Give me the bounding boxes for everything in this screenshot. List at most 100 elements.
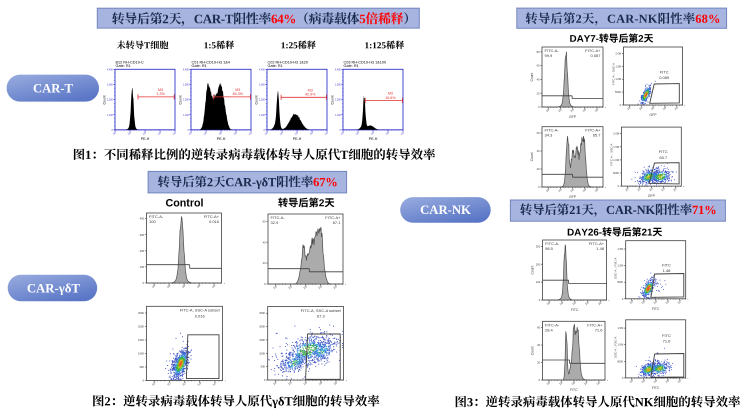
svg-text:M3: M3	[235, 88, 240, 92]
svg-text:10²: 10²	[653, 299, 659, 305]
svg-text:GFP: GFP	[569, 115, 577, 119]
svg-text:10⁰: 10⁰	[272, 380, 279, 386]
svg-text:10⁴: 10⁴	[677, 378, 684, 384]
svg-text:M3: M3	[158, 88, 163, 92]
svg-text:10⁰: 10⁰	[264, 130, 270, 136]
svg-text:0: 0	[620, 103, 622, 107]
svg-text:0: 0	[538, 185, 540, 189]
svg-text:100K: 100K	[259, 351, 265, 355]
svg-text:FITC-A :: SSC-A: FITC-A :: SSC-A	[609, 144, 613, 166]
svg-text:1,100: 1,100	[335, 115, 341, 117]
svg-text:10³: 10³	[157, 130, 163, 136]
svg-text:Gate: R1: Gate: R1	[344, 64, 359, 68]
svg-text:10²: 10²	[571, 380, 577, 386]
svg-text:FITC: FITC	[660, 70, 669, 75]
svg-text:0: 0	[618, 184, 620, 188]
svg-text:3,300: 3,300	[335, 85, 341, 87]
svg-text:500K: 500K	[617, 280, 623, 284]
svg-text:10⁰: 10⁰	[546, 380, 553, 386]
svg-text:0.016: 0.016	[209, 219, 220, 224]
svg-text:C01 RH-CD19-H3 1&4: C01 RH-CD19-H3 1&4	[192, 61, 230, 65]
svg-text:Gate: R1: Gate: R1	[268, 64, 283, 68]
svg-text:FITC: FITC	[652, 386, 660, 390]
svg-text:300: 300	[536, 244, 541, 248]
svg-text:100: 100	[536, 280, 541, 284]
svg-text:10³: 10³	[582, 107, 588, 113]
svg-text:10³: 10³	[665, 299, 671, 305]
svg-text:1.5M: 1.5M	[618, 247, 624, 251]
svg-text:10⁴: 10⁴	[211, 283, 218, 289]
svg-text:0: 0	[143, 281, 145, 285]
svg-text:FITC: FITC	[652, 307, 660, 311]
svg-text:10³: 10³	[196, 283, 202, 289]
svg-text:10⁴: 10⁴	[248, 130, 254, 136]
svg-text:10⁰: 10⁰	[545, 187, 552, 193]
svg-text:20: 20	[537, 167, 540, 171]
svg-text:FITC: FITC	[662, 333, 671, 338]
svg-text:PE-H: PE-H	[293, 137, 302, 141]
svg-text:10⁴: 10⁴	[332, 284, 339, 290]
svg-text:10¹: 10¹	[641, 299, 647, 305]
svg-text:1,100: 1,100	[259, 115, 265, 117]
svg-text:FITC-A-: FITC-A-	[271, 215, 286, 220]
svg-text:10¹: 10¹	[279, 130, 285, 136]
svg-text:Count: Count	[531, 346, 535, 355]
svg-text:3,300: 3,300	[183, 85, 189, 87]
svg-text:0: 0	[188, 130, 190, 132]
svg-text:40: 40	[537, 149, 540, 153]
svg-text:10³: 10³	[582, 187, 588, 193]
svg-text:16.6%: 16.6%	[385, 96, 396, 100]
svg-text:84.3%: 84.3%	[233, 92, 244, 96]
svg-text:FITC-A-: FITC-A-	[545, 322, 560, 327]
svg-text:FITC-A-: FITC-A-	[149, 214, 164, 219]
svg-text:0: 0	[622, 297, 624, 301]
svg-text:FITC: FITC	[571, 308, 579, 312]
svg-text:10⁴: 10⁴	[333, 380, 340, 386]
svg-text:PE-H: PE-H	[369, 137, 378, 141]
svg-text:FITC-A+: FITC-A+	[589, 241, 605, 246]
svg-text:10¹: 10¹	[166, 381, 172, 387]
svg-text:500K: 500K	[617, 359, 623, 363]
svg-text:10⁰: 10⁰	[272, 284, 279, 290]
svg-text:2,200: 2,200	[107, 100, 113, 102]
svg-text:1.0M: 1.0M	[613, 158, 619, 162]
svg-text:10⁴: 10⁴	[172, 130, 178, 136]
svg-text:Count: Count	[255, 95, 259, 104]
svg-text:60: 60	[537, 131, 540, 135]
svg-text:65.7: 65.7	[593, 133, 602, 138]
svg-text:10²: 10²	[294, 130, 300, 136]
svg-text:FITC: FITC	[659, 149, 668, 154]
svg-text:10¹: 10¹	[355, 130, 361, 136]
svg-text:CAR-T: CAR-T	[33, 82, 73, 96]
svg-text:SSC-A :: FSC-A: SSC-A :: FSC-A	[614, 257, 618, 278]
svg-text:10³: 10³	[309, 130, 315, 136]
svg-text:10³: 10³	[318, 380, 324, 386]
svg-text:10²: 10²	[370, 130, 376, 136]
svg-text:GFP: GFP	[650, 113, 658, 117]
svg-text:4,400: 4,400	[259, 69, 265, 71]
svg-text:0: 0	[143, 379, 145, 383]
svg-text:10⁴: 10⁴	[677, 299, 684, 305]
svg-text:4,400: 4,400	[107, 69, 113, 71]
svg-text:Count: Count	[331, 95, 335, 104]
svg-text:300: 300	[140, 233, 145, 237]
svg-text:CAR-NK: CAR-NK	[420, 203, 471, 217]
svg-text:10⁰: 10⁰	[629, 299, 636, 305]
svg-text:PE-H: PE-H	[217, 137, 226, 141]
svg-text:0.087: 0.087	[590, 53, 601, 58]
svg-text:250K: 250K	[259, 311, 265, 315]
svg-text:60: 60	[537, 326, 540, 330]
svg-text:FITC-A-: FITC-A-	[545, 48, 560, 53]
svg-text:GFP: GFP	[569, 195, 577, 199]
svg-text:40: 40	[537, 343, 540, 347]
svg-text:2,200: 2,200	[259, 100, 265, 102]
svg-text:100K: 100K	[138, 352, 144, 356]
svg-text:10⁴: 10⁴	[673, 105, 680, 111]
svg-text:80: 80	[537, 50, 540, 54]
svg-text:1,100: 1,100	[183, 115, 189, 117]
svg-text:FITC-A+: FITC-A+	[204, 214, 220, 219]
svg-text:0.089: 0.089	[659, 75, 670, 80]
svg-text:200: 200	[140, 249, 145, 253]
svg-text:0: 0	[264, 378, 266, 382]
svg-text:10¹: 10¹	[557, 107, 563, 113]
